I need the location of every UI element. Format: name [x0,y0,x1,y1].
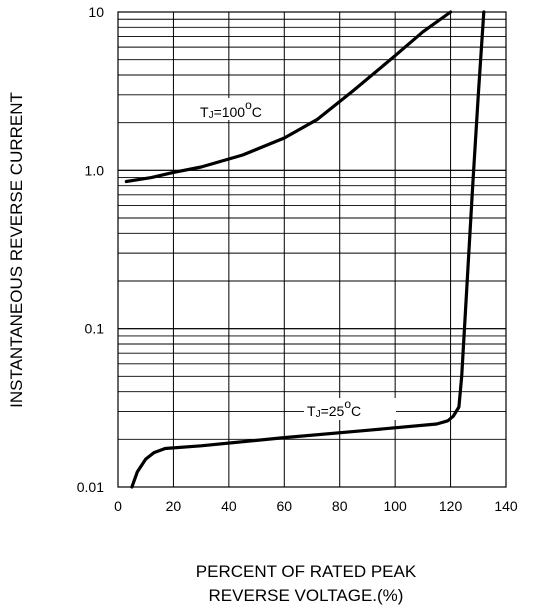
x-tick-label: 80 [332,498,348,514]
y-tick-label: 0.1 [85,321,105,337]
annotation-25c: TJ=25oC [307,397,361,420]
tick-labels: 0 20 40 60 80 100 120 140 0.01 0.1 1.0 10 [77,4,518,514]
y-tick-label: 0.01 [77,479,104,495]
x-axis-label-line1: PERCENT OF RATED PEAK [196,562,417,581]
annotation-100c: TJ=100oC [200,98,262,121]
x-axis-label-line2: REVERSE VOLTAGE.(%) [209,586,404,605]
series-line-tj-25c [130,10,486,489]
x-tick-label: 140 [494,498,518,514]
curves [124,10,486,489]
y-tick-label: 10 [88,4,104,20]
annotation-25c-bg [304,398,396,420]
annotation-100c-bg [194,98,278,120]
x-tick-label: 0 [114,498,122,514]
x-tick-label: 100 [383,498,407,514]
x-tick-label: 120 [439,498,463,514]
y-tick-label: 1.0 [85,162,105,178]
plot-frame [117,11,507,488]
x-tick-label: 60 [276,498,292,514]
y-axis-label: INSTANTANEOUS REVERSE CURRENT [7,92,26,408]
x-tick-label: 20 [166,498,182,514]
series-line-tj-100c [124,10,453,184]
x-tick-label: 40 [221,498,237,514]
